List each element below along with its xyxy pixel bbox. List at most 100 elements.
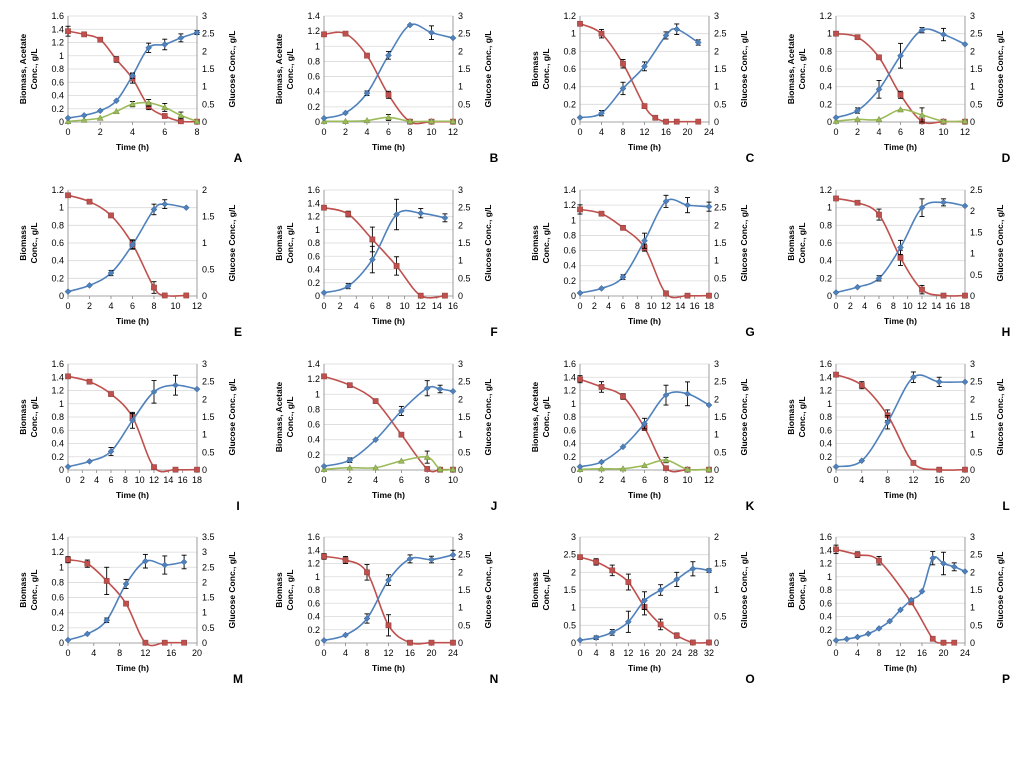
point-glucose	[910, 460, 917, 466]
y-tick-label: 1.2	[563, 200, 576, 210]
x-tick-label: 10	[135, 475, 145, 485]
x-tick-label: 10	[448, 475, 458, 485]
point-glucose	[342, 30, 349, 37]
x-axis-label: Time (h)	[372, 316, 405, 326]
x-tick-label: 4	[354, 301, 359, 311]
y-tick-label: 1.2	[51, 185, 64, 195]
y2-tick-label: 0.5	[714, 447, 727, 457]
x-axis-label: Time (h)	[628, 316, 661, 326]
point-glucose	[321, 373, 327, 380]
y-axis-label-line: Conc., g/L	[29, 222, 39, 263]
panel-label: D	[1002, 151, 1011, 165]
y-tick-label: 0.2	[563, 452, 576, 462]
x-axis-label: Time (h)	[628, 142, 661, 152]
y-axis-label-line: Conc., g/L	[29, 569, 39, 610]
y-tick-label: 1.2	[51, 38, 64, 48]
point-biomass	[854, 633, 861, 641]
point-acetate	[129, 100, 136, 107]
point-biomass	[576, 463, 584, 471]
y-tick-label: 1.2	[307, 559, 320, 569]
point-glucose	[598, 30, 605, 37]
panel-label: C	[746, 151, 755, 165]
y2-tick-label: 2	[202, 46, 207, 56]
point-biomass	[449, 387, 457, 395]
point-glucose	[393, 263, 400, 269]
point-biomass	[372, 436, 379, 444]
y-tick-label: 0.6	[51, 593, 64, 603]
y-tick-label: 1.4	[819, 372, 832, 382]
point-biomass	[428, 556, 435, 563]
chart-panel-h: 0 0.2 0.4 0.6 0.8 1 1.2 0 0.5 1 1.5 2 2.5 0 2 4 6 8 10 12 14…	[768, 174, 1024, 348]
point-glucose	[919, 286, 925, 293]
y-axis-label-line: Conc., g/L	[541, 48, 551, 89]
point-biomass	[705, 203, 713, 211]
y2-tick-label: 0	[714, 638, 719, 648]
chart-panel-d: 0 0.2 0.4 0.6 0.8 1 1.2 0 0.5 1 1.5 2 2.5 3 0 2 4 6 8 10 12 T…	[768, 0, 1024, 174]
y-tick-label: 1.2	[51, 547, 64, 557]
point-glucose	[161, 113, 168, 119]
y2-tick-label: 2	[714, 46, 719, 56]
point-biomass	[129, 72, 136, 79]
y2-tick-label: 0.5	[458, 273, 471, 283]
series-line-glucose	[579, 208, 710, 299]
y-axis-label: Biomass, AcetateConc., g/L	[274, 33, 295, 104]
point-acetate	[641, 461, 648, 469]
point-biomass	[393, 211, 400, 218]
y-tick-label: 0.8	[819, 412, 832, 422]
x-tick-label: 0	[833, 648, 838, 658]
x-tick-label: 6	[108, 475, 113, 485]
y2-tick-label: 1.5	[714, 559, 727, 569]
y-tick-label: 0.8	[51, 220, 64, 230]
series-line-biomass	[835, 374, 966, 468]
y2-tick-label: 2.5	[458, 377, 471, 387]
x-tick-label: 4	[130, 127, 135, 137]
panel-label: N	[490, 672, 499, 686]
point-biomass	[625, 618, 632, 626]
point-biomass	[172, 381, 179, 389]
point-acetate	[363, 116, 371, 124]
point-biomass	[935, 378, 943, 386]
x-tick-label: 2	[338, 301, 343, 311]
y2-tick-label: 2	[970, 46, 975, 56]
y2-tick-label: 1	[714, 585, 719, 595]
point-glucose	[369, 236, 376, 243]
point-biomass	[346, 456, 354, 464]
y-tick-label: 0.2	[563, 99, 576, 109]
point-acetate	[423, 453, 431, 460]
y-tick-label: 0.4	[307, 265, 320, 275]
y2-tick-label: 0.5	[202, 265, 215, 275]
point-acetate	[449, 117, 457, 124]
y-tick-label: 0.4	[563, 261, 576, 271]
y-tick-label: 1.6	[51, 11, 64, 21]
point-acetate	[875, 115, 883, 122]
point-glucose	[407, 639, 413, 646]
point-biomass	[886, 617, 894, 625]
point-biomass	[161, 561, 169, 569]
y2-axis-label: Glucose Conc., g/L	[483, 552, 493, 629]
point-glucose	[962, 292, 968, 299]
point-biomass	[858, 457, 866, 465]
x-tick-label: 10	[682, 475, 692, 485]
y-tick-label: 0	[315, 291, 320, 301]
point-biomass	[406, 555, 414, 563]
y-tick-label: 0.2	[51, 623, 64, 633]
y-tick-label: 0	[827, 638, 832, 648]
point-biomass	[342, 109, 349, 117]
point-biomass	[950, 563, 958, 571]
chart-svg: 0 0.2 0.4 0.6 0.8 1 1.2 0 0.5 1 1.5 2 0 2 4 6 8 10 12 Time …	[18, 185, 242, 339]
point-biomass	[145, 44, 152, 52]
point-acetate	[940, 117, 947, 124]
chart-panel-o: 0 0.5 1 1.5 2 2.5 3 0 0.5 1 1.5 2 0 4 8 12 16 20 24 28 32 Tim…	[512, 521, 768, 695]
point-glucose	[609, 567, 616, 574]
y2-tick-label: 1	[970, 603, 975, 613]
point-biomass	[940, 199, 947, 206]
point-acetate	[684, 465, 691, 472]
point-glucose	[684, 292, 691, 299]
x-tick-label: 6	[876, 301, 881, 311]
x-axis-label: Time (h)	[372, 490, 405, 500]
x-tick-label: 10	[938, 127, 948, 137]
x-tick-label: 2	[98, 127, 103, 137]
y2-tick-label: 3	[458, 532, 463, 542]
point-glucose	[183, 292, 190, 299]
point-biomass	[897, 244, 904, 251]
